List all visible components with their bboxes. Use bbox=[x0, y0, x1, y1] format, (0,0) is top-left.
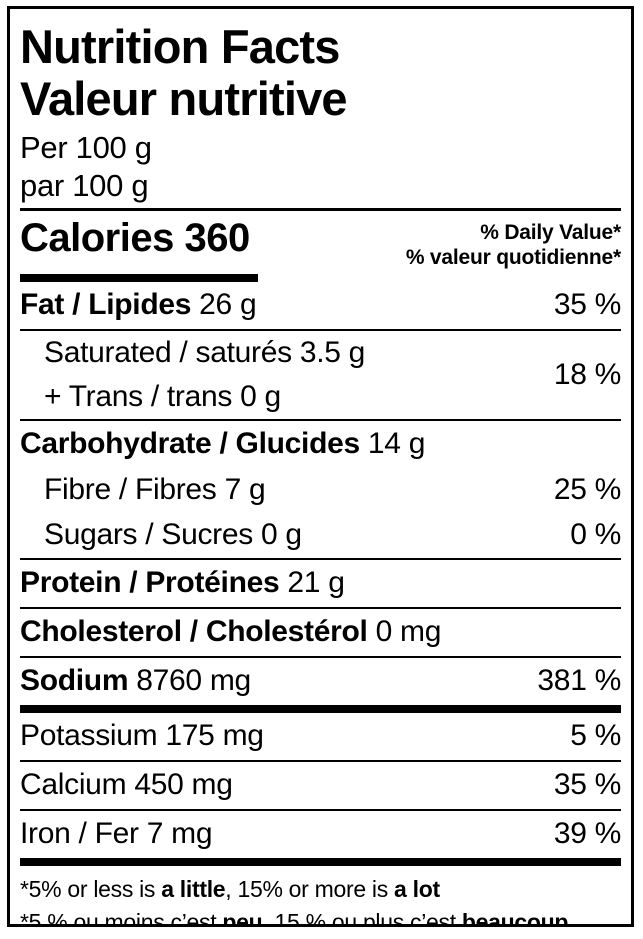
row-fat-percent: 35 % bbox=[553, 288, 621, 321]
row-cholesterol-left: Cholesterol / Cholestérol 0 mg bbox=[20, 617, 441, 647]
divider-below-potassium bbox=[20, 760, 621, 762]
saturated-trans-lines: Saturated / saturés 3.5 g + Trans / tran… bbox=[20, 331, 546, 419]
row-iron-left: Iron / Fer 7 mg bbox=[20, 817, 213, 850]
row-sugars-percent: 0 % bbox=[570, 518, 621, 551]
daily-value-header: % Daily Value* % valeur quotidienne* bbox=[406, 216, 621, 270]
row-protein-left: Protein / Protéines 21 g bbox=[20, 568, 345, 598]
label-title-french: Valeur nutritive bbox=[20, 72, 348, 125]
row-iron-amount: 7 mg bbox=[146, 817, 213, 850]
row-trans-left: + Trans / trans 0 g bbox=[20, 382, 281, 412]
row-iron-percent: 39 % bbox=[553, 817, 621, 850]
row-cholesterol: Cholesterol / Cholestérol 0 mg bbox=[20, 609, 621, 656]
calories-label: Calories bbox=[20, 216, 174, 260]
row-potassium: Potassium 175 mg 5 % bbox=[20, 713, 621, 760]
row-sodium-name: Sodium bbox=[20, 664, 129, 697]
row-sodium-amount: 8760 mg bbox=[136, 664, 251, 697]
row-sugars-name: Sugars / Sucres bbox=[44, 518, 253, 551]
footnote-en-bold2: a lot bbox=[394, 876, 440, 902]
footnote-french: *5 % ou moins c’est peu, 15 % ou plus c’… bbox=[20, 906, 621, 927]
row-trans-name: + Trans / trans bbox=[44, 380, 233, 413]
row-saturated-amount: 3.5 g bbox=[299, 336, 366, 369]
footnote: *5% or less is a little, 15% or more is … bbox=[20, 866, 621, 927]
footnote-fr-part2: , 15 % ou plus c’est bbox=[262, 909, 462, 927]
row-saturated-left: Saturated / saturés 3.5 g bbox=[20, 338, 365, 368]
serving-size-french: par 100 g bbox=[20, 168, 149, 203]
row-fat-amount: 26 g bbox=[199, 288, 257, 321]
divider-below-serving bbox=[20, 208, 621, 211]
row-potassium-name: Potassium bbox=[20, 719, 158, 752]
calories-value: 360 bbox=[184, 216, 250, 260]
row-calcium-amount: 450 mg bbox=[134, 768, 233, 801]
divider-below-cholesterol bbox=[20, 656, 621, 658]
label-title-english: Nutrition Facts bbox=[20, 20, 340, 73]
row-fibre-amount: 7 g bbox=[224, 473, 266, 506]
footnote-fr-bold1: peu bbox=[222, 909, 263, 927]
row-fat-left: Fat / Lipides 26 g bbox=[20, 288, 257, 321]
row-sugars: Sugars / Sucres 0 g 0 % bbox=[20, 513, 621, 558]
row-carbohydrate: Carbohydrate / Glucides 14 g bbox=[20, 421, 621, 468]
row-protein-amount: 21 g bbox=[287, 566, 345, 599]
row-saturated: Saturated / saturés 3.5 g bbox=[20, 331, 546, 375]
row-fat: Fat / Lipides 26 g 35 % bbox=[20, 282, 621, 329]
footnote-english: *5% or less is a little, 15% or more is … bbox=[20, 873, 621, 906]
row-trans-amount: 0 g bbox=[240, 380, 281, 413]
row-cholesterol-name: Cholesterol / Cholestérol bbox=[20, 615, 368, 648]
footnote-fr-bold2: beaucoup bbox=[461, 909, 569, 927]
row-potassium-left: Potassium 175 mg bbox=[20, 721, 264, 751]
divider-below-trans bbox=[20, 419, 621, 421]
row-fibre-name: Fibre / Fibres bbox=[44, 473, 217, 506]
row-carbohydrate-left: Carbohydrate / Glucides 14 g bbox=[20, 429, 425, 459]
footnote-fr-part1: *5 % ou moins c’est bbox=[20, 909, 223, 927]
row-protein: Protein / Protéines 21 g bbox=[20, 560, 621, 607]
row-cholesterol-amount: 0 mg bbox=[375, 615, 442, 648]
divider-above-footnote bbox=[20, 858, 621, 866]
row-protein-name: Protein / Protéines bbox=[20, 566, 280, 599]
serving-size-english: Per 100 g bbox=[20, 130, 152, 165]
row-saturated-name: Saturated / saturés bbox=[44, 336, 292, 369]
row-fat-name: Fat / Lipides bbox=[20, 288, 192, 321]
calories-text: Calories 360 bbox=[20, 216, 250, 260]
row-potassium-amount: 175 mg bbox=[165, 719, 264, 752]
row-saturated-trans-group: Saturated / saturés 3.5 g + Trans / tran… bbox=[20, 331, 621, 419]
calories-underline bbox=[20, 274, 258, 282]
divider-below-protein bbox=[20, 607, 621, 609]
daily-value-header-english: % Daily Value* bbox=[480, 221, 621, 244]
footnote-en-bold1: a little bbox=[161, 876, 226, 902]
row-calcium-percent: 35 % bbox=[553, 768, 621, 801]
row-iron-name: Iron / Fer bbox=[20, 817, 139, 850]
row-fibre: Fibre / Fibres 7 g 25 % bbox=[20, 468, 621, 513]
row-saturated-trans-percent: 18 % bbox=[553, 358, 621, 391]
row-sugars-left: Sugars / Sucres 0 g bbox=[20, 520, 302, 550]
row-iron: Iron / Fer 7 mg 39 % bbox=[20, 811, 621, 858]
row-calcium-name: Calcium bbox=[20, 768, 127, 801]
row-sugars-amount: 0 g bbox=[260, 518, 302, 551]
nutrition-facts-label: Nutrition Facts Valeur nutritive Per 100… bbox=[7, 6, 634, 927]
row-potassium-percent: 5 % bbox=[570, 719, 621, 752]
calories-row: Calories 360 % Daily Value* % valeur quo… bbox=[20, 211, 621, 270]
row-fibre-percent: 25 % bbox=[553, 473, 621, 506]
label-inner: Nutrition Facts Valeur nutritive Per 100… bbox=[10, 9, 631, 924]
divider-below-calcium bbox=[20, 809, 621, 811]
row-carbohydrate-name: Carbohydrate / Glucides bbox=[20, 427, 360, 460]
row-fibre-left: Fibre / Fibres 7 g bbox=[20, 473, 266, 506]
daily-value-header-french: % valeur quotidienne* bbox=[405, 246, 621, 269]
row-sodium-percent: 381 % bbox=[537, 664, 621, 697]
row-calcium: Calcium 450 mg 35 % bbox=[20, 762, 621, 809]
divider-below-sugars bbox=[20, 558, 621, 560]
row-sodium: Sodium 8760 mg 381 % bbox=[20, 658, 621, 705]
row-trans: + Trans / trans 0 g bbox=[20, 375, 546, 419]
footnote-en-part2: , 15% or more is bbox=[225, 876, 395, 902]
row-carbohydrate-amount: 14 g bbox=[367, 427, 426, 460]
footnote-en-part1: *5% or less is bbox=[20, 876, 162, 902]
row-sodium-left: Sodium 8760 mg bbox=[20, 666, 251, 696]
divider-below-sodium bbox=[20, 705, 621, 713]
row-calcium-left: Calcium 450 mg bbox=[20, 770, 233, 800]
divider-below-fat bbox=[20, 329, 621, 331]
